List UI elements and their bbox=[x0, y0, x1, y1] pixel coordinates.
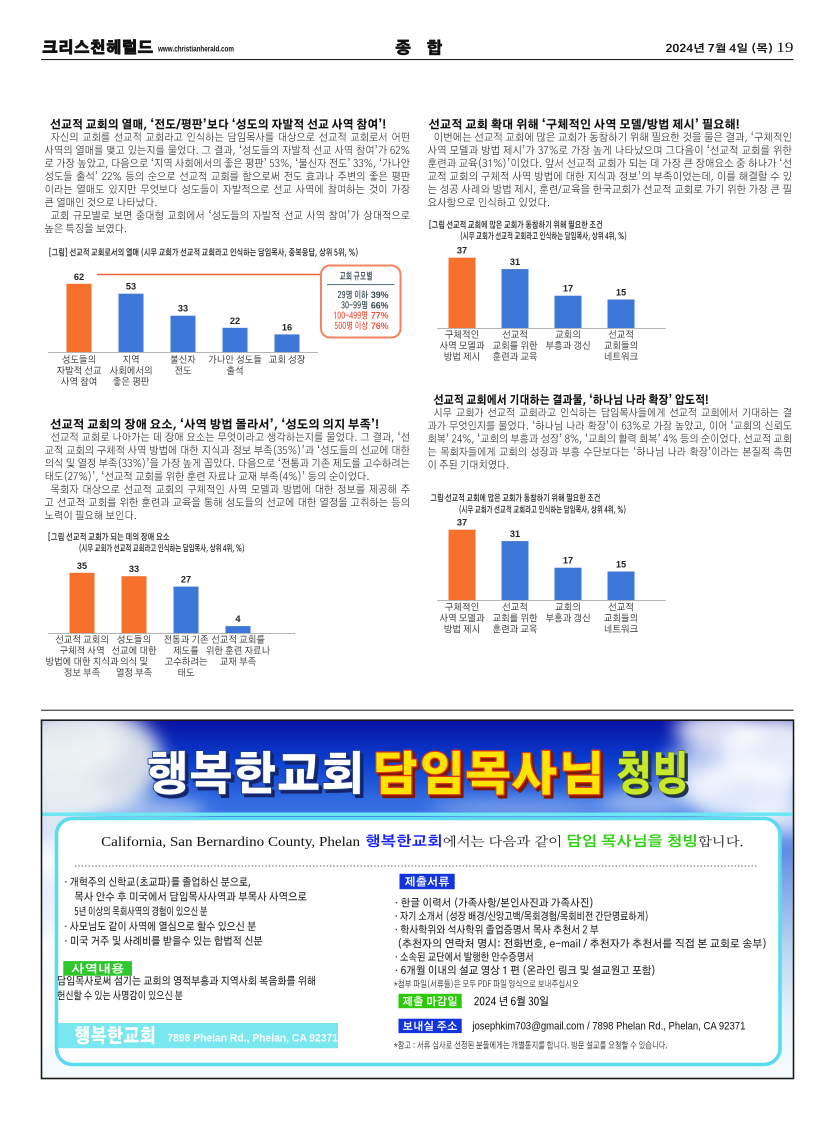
svg-text:17: 17 bbox=[563, 284, 573, 294]
svg-text:62: 62 bbox=[74, 272, 84, 282]
svg-text:31: 31 bbox=[510, 257, 520, 267]
svg-text:53: 53 bbox=[126, 282, 136, 292]
svg-text:66%: 66% bbox=[371, 300, 389, 310]
svg-text:33: 33 bbox=[178, 304, 188, 314]
svg-text:4: 4 bbox=[235, 614, 241, 624]
svg-text:27: 27 bbox=[181, 575, 191, 585]
svg-text:39%: 39% bbox=[371, 290, 389, 300]
svg-text:josephkim703@gmail.com / 7898: josephkim703@gmail.com / 7898 Phelan Rd.… bbox=[472, 1021, 746, 1033]
svg-text:19: 19 bbox=[776, 39, 793, 56]
svg-text:California, San Bernardino Cou: California, San Bernardino County, Phela… bbox=[101, 835, 360, 850]
svg-text:37: 37 bbox=[457, 518, 467, 528]
svg-text:17: 17 bbox=[563, 556, 573, 566]
svg-text:22: 22 bbox=[230, 316, 240, 326]
svg-text:15: 15 bbox=[616, 288, 626, 298]
svg-text:31: 31 bbox=[510, 529, 520, 539]
svg-text:37: 37 bbox=[457, 246, 467, 256]
svg-text:77%: 77% bbox=[371, 311, 389, 321]
svg-text:35: 35 bbox=[77, 561, 87, 571]
svg-text:7898 Phelan Rd., Phelan, CA 92: 7898 Phelan Rd., Phelan, CA 92371 bbox=[167, 1033, 338, 1045]
svg-text:33: 33 bbox=[129, 564, 139, 574]
svg-text:15: 15 bbox=[616, 560, 626, 570]
svg-text:www.christianherald.com: www.christianherald.com bbox=[157, 44, 234, 54]
svg-text:76%: 76% bbox=[371, 321, 389, 331]
svg-text:16: 16 bbox=[282, 322, 292, 332]
